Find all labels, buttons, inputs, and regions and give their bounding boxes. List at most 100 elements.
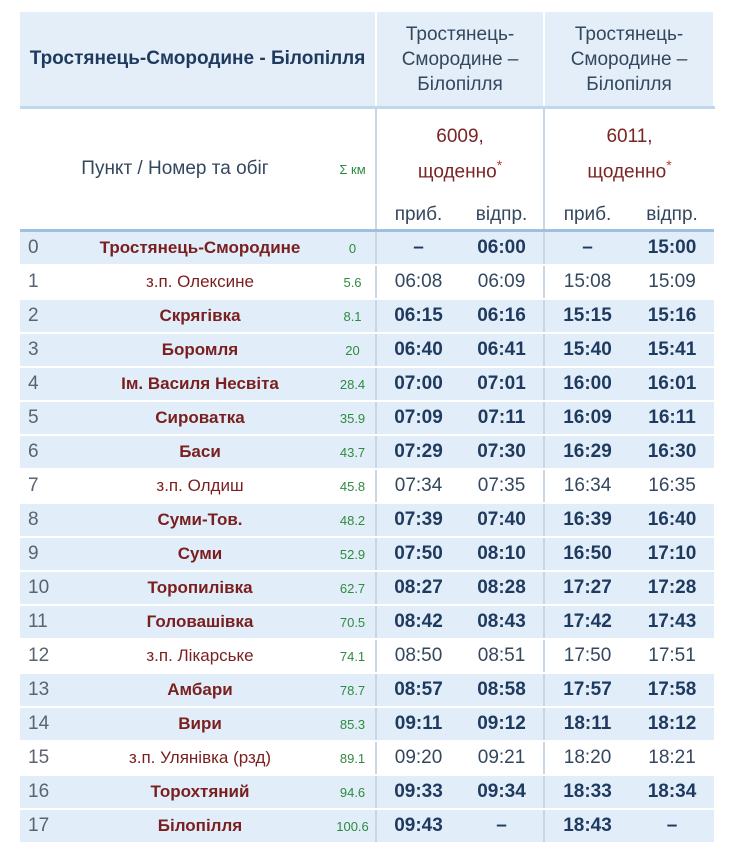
distance-km: 94.6 (330, 775, 377, 810)
distance-km: 20 (330, 333, 377, 368)
train-2-departure: 15:16 (630, 299, 715, 334)
timetable-body: 0 Тростянець-Смородине 0–06:00–15:00 1 з.п. … (20, 230, 715, 844)
station-name: Баси (70, 435, 330, 470)
table-row: 14 Вири 85.3 09:11 09:12 18:11 18:12 (20, 707, 715, 742)
train-2-departure: 17:43 (630, 605, 715, 640)
train-1-arrival: 07:34 (375, 469, 461, 504)
train-1-departure: 07:11 (460, 401, 545, 436)
distance-km: 52.9 (330, 537, 377, 572)
station-name: Білопілля (70, 809, 330, 844)
train-1-arrival: 06:08 (375, 265, 461, 300)
train-1-arr-header: приб. (375, 201, 461, 232)
train-2-arrival: 16:09 (543, 401, 631, 436)
train-2-arrival: 15:08 (543, 265, 631, 300)
train-2-arrival: 17:27 (543, 571, 631, 606)
distance-km: 62.7 (330, 571, 377, 606)
timetable: Тростянець-Смородине - Білопілля Тростян… (20, 12, 716, 844)
train-1-header: 6009, щоденно* (375, 107, 545, 201)
train-2-departure: 16:01 (630, 367, 715, 402)
train-1-departure: 06:41 (460, 333, 545, 368)
route-header-row: Тростянець-Смородине - Білопілля Тростян… (20, 12, 716, 109)
station-number: 0 (20, 230, 70, 266)
train-2-arrival: 16:00 (543, 367, 631, 402)
train-1-arrival: 08:57 (375, 673, 461, 708)
route-title: Тростянець-Смородине - Білопілля (29, 48, 366, 69)
train-1-departure: 08:28 (460, 571, 545, 606)
station-number: 4 (20, 367, 70, 402)
table-row: 6 Баси 43.7 07:29 07:30 16:29 16:30 (20, 435, 715, 470)
train-1-departure: 09:12 (460, 707, 545, 742)
train-1-departure: 08:43 (460, 605, 545, 640)
station-name: Головашівка (70, 605, 330, 640)
train-2-arrival: 15:40 (543, 333, 631, 368)
train-2-arrival: 18:43 (543, 809, 631, 844)
train-1-arrival: 09:43 (375, 809, 461, 844)
train-1-departure: 09:21 (460, 741, 545, 776)
station-number: 7 (20, 469, 70, 504)
train-2-arrival: 15:15 (543, 299, 631, 334)
station-name: Суми-Тов. (70, 503, 330, 538)
train-2-arr-header: приб. (543, 201, 631, 232)
station-number: 8 (20, 503, 70, 538)
train-2-header: 6011, щоденно* (543, 107, 715, 201)
train-2-asterisk: * (666, 157, 672, 174)
train-1-departure: 06:09 (460, 265, 545, 300)
train-1-departure: 07:40 (460, 503, 545, 538)
train-1-label: 6009, щоденно (417, 126, 497, 183)
train-2-arrival: 16:39 (543, 503, 631, 538)
train-1-departure: 09:34 (460, 775, 545, 810)
distance-km: 45.8 (330, 469, 377, 504)
train-1-arrival: 08:42 (375, 605, 461, 640)
train-2-departure: 18:12 (630, 707, 715, 742)
station-name: Скрягівка (70, 299, 330, 334)
train-2-departure: 16:35 (630, 469, 715, 504)
station-number: 6 (20, 435, 70, 470)
train-2-arrival: 16:29 (543, 435, 631, 470)
table-row: 12 з.п. Лікарське 74.1 08:50 08:51 17:50 17:51 (20, 639, 715, 674)
train-2-departure: 15:00 (630, 230, 715, 266)
distance-km: 0 (330, 230, 377, 266)
train-2-departure: 17:28 (630, 571, 715, 606)
station-number: 14 (20, 707, 70, 742)
distance-km: 43.7 (330, 435, 377, 470)
route-column-2-label: Тростянець-Смородине – Білопілля (570, 23, 688, 95)
station-number: 2 (20, 299, 70, 334)
station-name: з.п. Улянівка (рзд) (70, 741, 330, 776)
distance-km: 70.5 (330, 605, 377, 640)
station-name: Сироватка (70, 401, 330, 436)
train-2-dep-header: відпр. (630, 201, 715, 232)
train-1-departure: 06:16 (460, 299, 545, 334)
train-2-arrival: 17:57 (543, 673, 631, 708)
train-1-arrival: 07:39 (375, 503, 461, 538)
train-2-arrival: 17:50 (543, 639, 631, 674)
distance-km: 48.2 (330, 503, 377, 538)
station-number: 13 (20, 673, 70, 708)
train-1-arrival: 08:27 (375, 571, 461, 606)
table-row: 9 Суми 52.9 07:50 08:10 16:50 17:10 (20, 537, 715, 572)
table-row: 4 Ім. Василя Несвіта 28.4 07:00 07:01 16:00 16… (20, 367, 715, 402)
train-1-arrival: 09:11 (375, 707, 461, 742)
station-number: 17 (20, 809, 70, 844)
table-row: 13 Амбари 78.7 08:57 08:58 17:57 17:58 (20, 673, 715, 708)
table-row: 16 Торохтяний 94.6 09:33 09:34 18:33 18:34 (20, 775, 715, 810)
train-1-dep-header: відпр. (460, 201, 545, 232)
table-row: 5 Сироватка 35.9 07:09 07:11 16:09 16:11 (20, 401, 715, 436)
punkt-header: Пункт / Номер та обіг (20, 107, 330, 232)
station-number: 5 (20, 401, 70, 436)
station-number: 11 (20, 605, 70, 640)
table-row: 11 Головашівка 70.5 08:42 08:43 17:42 17:43 (20, 605, 715, 640)
distance-km: 28.4 (330, 367, 377, 402)
distance-km: 35.9 (330, 401, 377, 436)
table-row: 3 Боромля 20 06:40 06:41 15:40 15:41 (20, 333, 715, 368)
train-2-departure: 17:58 (630, 673, 715, 708)
train-2-arrival: 18:33 (543, 775, 631, 810)
distance-km: 78.7 (330, 673, 377, 708)
train-2-departure: 16:40 (630, 503, 715, 538)
distance-km: 89.1 (330, 741, 377, 776)
train-1-departure: 06:00 (460, 230, 545, 266)
train-1-arrival: 07:50 (375, 537, 461, 572)
station-name: Суми (70, 537, 330, 572)
distance-km: 8.1 (330, 299, 377, 334)
sigma-header: Σ км (339, 161, 366, 177)
table-row: 17 Білопілля 100.6 09:43–18:43– (20, 809, 715, 844)
